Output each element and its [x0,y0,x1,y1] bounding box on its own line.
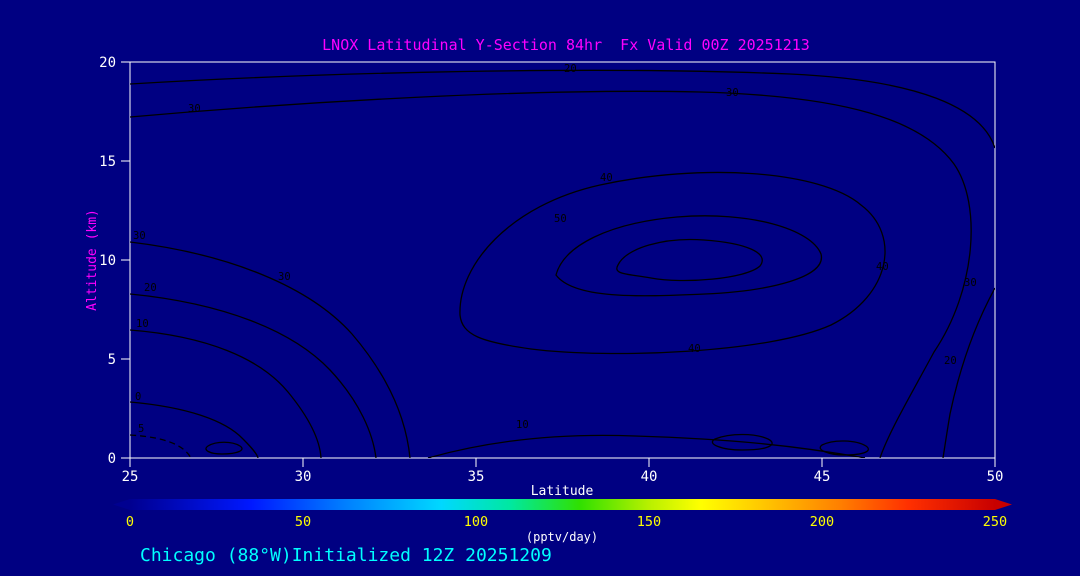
x-tick-label: 25 [122,469,139,485]
colorbar-right-arrow [995,499,1012,510]
y-tick-label: 20 [99,55,116,71]
contour-path-30-upper [130,90,972,458]
contour-label: 20 [944,355,957,367]
colorbar-tick-label: 50 [295,514,311,530]
contour-path-10-left [130,329,322,458]
contour-label: 30 [964,277,977,289]
x-tick-label: 40 [641,469,658,485]
y-tick-label: 0 [108,451,116,467]
colorbar-tick-label: 200 [810,514,834,530]
contour-label: 40 [688,343,701,355]
contour-label: 20 [564,63,577,75]
contour-loop-bottom-center [711,433,773,451]
contour-label: 50 [554,213,567,225]
contour-label: 0 [135,391,141,403]
y-tick-label: 15 [99,154,116,170]
x-axis: 25 30 35 40 45 50 Latitude [122,458,1004,499]
colorbar-tick-label: 0 [126,514,134,530]
contour-path-10-bottom [427,434,866,458]
contour-loop-bottom-left [205,441,243,455]
colorbar-units-label: (pptv/day) [526,530,598,544]
colorbar: 0 50 100 150 200 250 (pptv/day) [113,499,1012,544]
contour-path-30-left [130,241,411,458]
contour-labels: 20 30 30 40 50 30 40 40 30 20 10 30 20 1… [133,63,977,435]
x-tick-label: 35 [468,469,485,485]
contour-label: 30 [726,87,739,99]
colorbar-gradient [130,499,995,510]
y-axis: 0 5 10 15 20 Altitude (km) [85,55,130,467]
colorbar-left-arrow [113,499,130,510]
contour-path-50 [555,215,822,297]
contour-label: 10 [516,419,529,431]
x-tick-label: 50 [987,469,1004,485]
contour-label: 10 [136,318,149,330]
colorbar-tick-label: 250 [983,514,1007,530]
contour-label: 30 [188,103,201,115]
contour-path-40 [459,171,886,355]
contour-label: 30 [133,230,146,242]
contour-path-0-left [130,401,259,458]
x-tick-label: 45 [814,469,831,485]
contour-label: 40 [600,172,613,184]
plot-frame [129,61,996,459]
contour-path-innermost [616,238,763,282]
contour-label: 30 [278,271,291,283]
contour-label: 40 [876,261,889,273]
contour-path-5-dashed [130,434,192,458]
colorbar-tick-label: 150 [637,514,661,530]
footer-init-label: Chicago (88°W)Initialized 12Z 20251209 [140,545,552,566]
y-tick-label: 5 [108,352,116,368]
y-tick-label: 10 [99,253,116,269]
contour-label: 5 [138,423,144,435]
contour-path-20-left [130,293,377,458]
contour-label: 20 [144,282,157,294]
plot-title: LNOX Latitudinal Y-Section 84hr Fx Valid… [322,36,810,54]
x-axis-title: Latitude [531,484,594,499]
x-tick-label: 30 [295,469,312,485]
colorbar-tick-label: 100 [464,514,488,530]
contour-path-20-right [942,287,995,458]
y-axis-title: Altitude (km) [85,209,100,311]
contour-lines [130,69,995,458]
contour-loop-bottom-right [819,440,869,456]
contour-path-20-upper [130,69,995,149]
